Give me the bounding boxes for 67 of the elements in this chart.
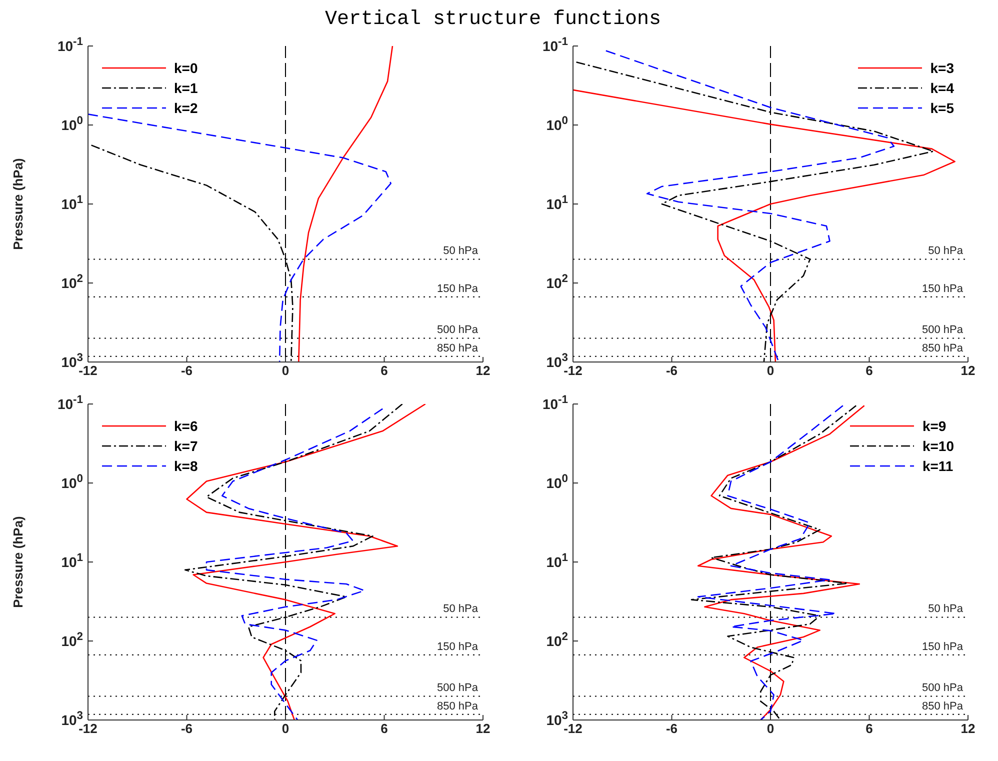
x-tick-label: 0 (766, 721, 774, 736)
x-tick-label: -6 (180, 721, 193, 736)
legend-label: k=6 (174, 418, 198, 434)
y-tick-label: 10$^{0}$ (546, 115, 568, 133)
ref-line-label: 850 hPa (437, 342, 479, 354)
ref-line-label: 50 hPa (928, 245, 964, 258)
y-tick-label: 10$^{-1}$ (542, 394, 568, 412)
line-series (298, 46, 394, 362)
ref-line-label: 850 hPa (922, 342, 964, 354)
legend-label: k=3 (930, 60, 954, 76)
y-tick-label: 10$^{-1}$ (542, 36, 568, 54)
y-tick-label: 10$^{0}$ (546, 473, 568, 491)
x-tick-label: 12 (476, 363, 490, 378)
ref-line-label: 50 hPa (928, 603, 964, 616)
x-tick-label: 6 (380, 721, 388, 736)
chart-title: Vertical structure functions (324, 8, 662, 33)
ref-line-label: 50 hPa (443, 245, 479, 258)
legend-label: k=2 (174, 100, 198, 116)
y-tick-label: 10$^{2}$ (546, 273, 568, 291)
ref-line-label: 850 hPa (437, 700, 479, 712)
ref-line-label: 50 hPa (443, 603, 479, 616)
ref-line-label: 150 hPa (922, 282, 964, 295)
ref-line-label: 850 hPa (922, 700, 964, 712)
x-tick-label: -6 (180, 363, 193, 378)
legend-label: k=7 (174, 438, 198, 454)
ref-line-label: 150 hPa (437, 282, 479, 295)
ref-line-label: 150 hPa (437, 640, 479, 653)
ref-line-label: 500 hPa (922, 682, 964, 694)
legend-label: k=9 (922, 418, 946, 434)
legend-label: k=11 (922, 458, 954, 474)
ref-line-label: 500 hPa (437, 682, 479, 694)
x-tick-label: 12 (476, 721, 490, 736)
y-tick-label: 10$^{2}$ (61, 631, 83, 649)
x-tick-label: -6 (666, 721, 678, 736)
x-tick-label: 0 (282, 363, 290, 378)
y-axis-title: Pressure (hPa) (10, 516, 26, 608)
y-tick-label: 10$^{1}$ (61, 552, 83, 570)
legend-label: k=5 (930, 100, 954, 116)
legend-label: k=0 (174, 60, 198, 76)
line-series (206, 408, 384, 720)
ref-line-label: 500 hPa (437, 324, 479, 336)
legend-label: k=8 (174, 458, 198, 474)
y-tick-label: 10$^{2}$ (61, 273, 83, 291)
x-tick-label: 6 (866, 363, 873, 378)
x-tick-label: 12 (960, 363, 976, 378)
legend-label: k=10 (922, 438, 954, 454)
y-tick-label: 10$^{1}$ (546, 552, 568, 570)
y-tick-label: 10$^{-1}$ (57, 36, 83, 54)
y-tick-label: 10$^{1}$ (546, 194, 568, 212)
x-tick-label: 0 (766, 363, 774, 378)
x-tick-label: 6 (380, 363, 388, 378)
y-tick-label: 10$^{0}$ (61, 115, 83, 133)
ref-line-label: 500 hPa (922, 324, 964, 336)
ref-line-label: 150 hPa (922, 640, 964, 653)
legend-label: k=1 (174, 80, 198, 96)
legend-label: k=4 (930, 80, 954, 96)
x-tick-label: 12 (960, 721, 976, 736)
y-tick-label: 10$^{-1}$ (57, 394, 83, 412)
line-series (88, 114, 392, 362)
x-tick-label: 0 (282, 721, 290, 736)
y-tick-label: 10$^{2}$ (546, 631, 568, 649)
y-tick-label: 10$^{1}$ (61, 194, 83, 212)
y-axis-title: Pressure (hPa) (10, 158, 26, 250)
x-tick-label: -6 (666, 363, 678, 378)
line-series (605, 50, 895, 362)
y-tick-label: 10$^{0}$ (61, 473, 83, 491)
x-tick-label: 6 (866, 721, 873, 736)
